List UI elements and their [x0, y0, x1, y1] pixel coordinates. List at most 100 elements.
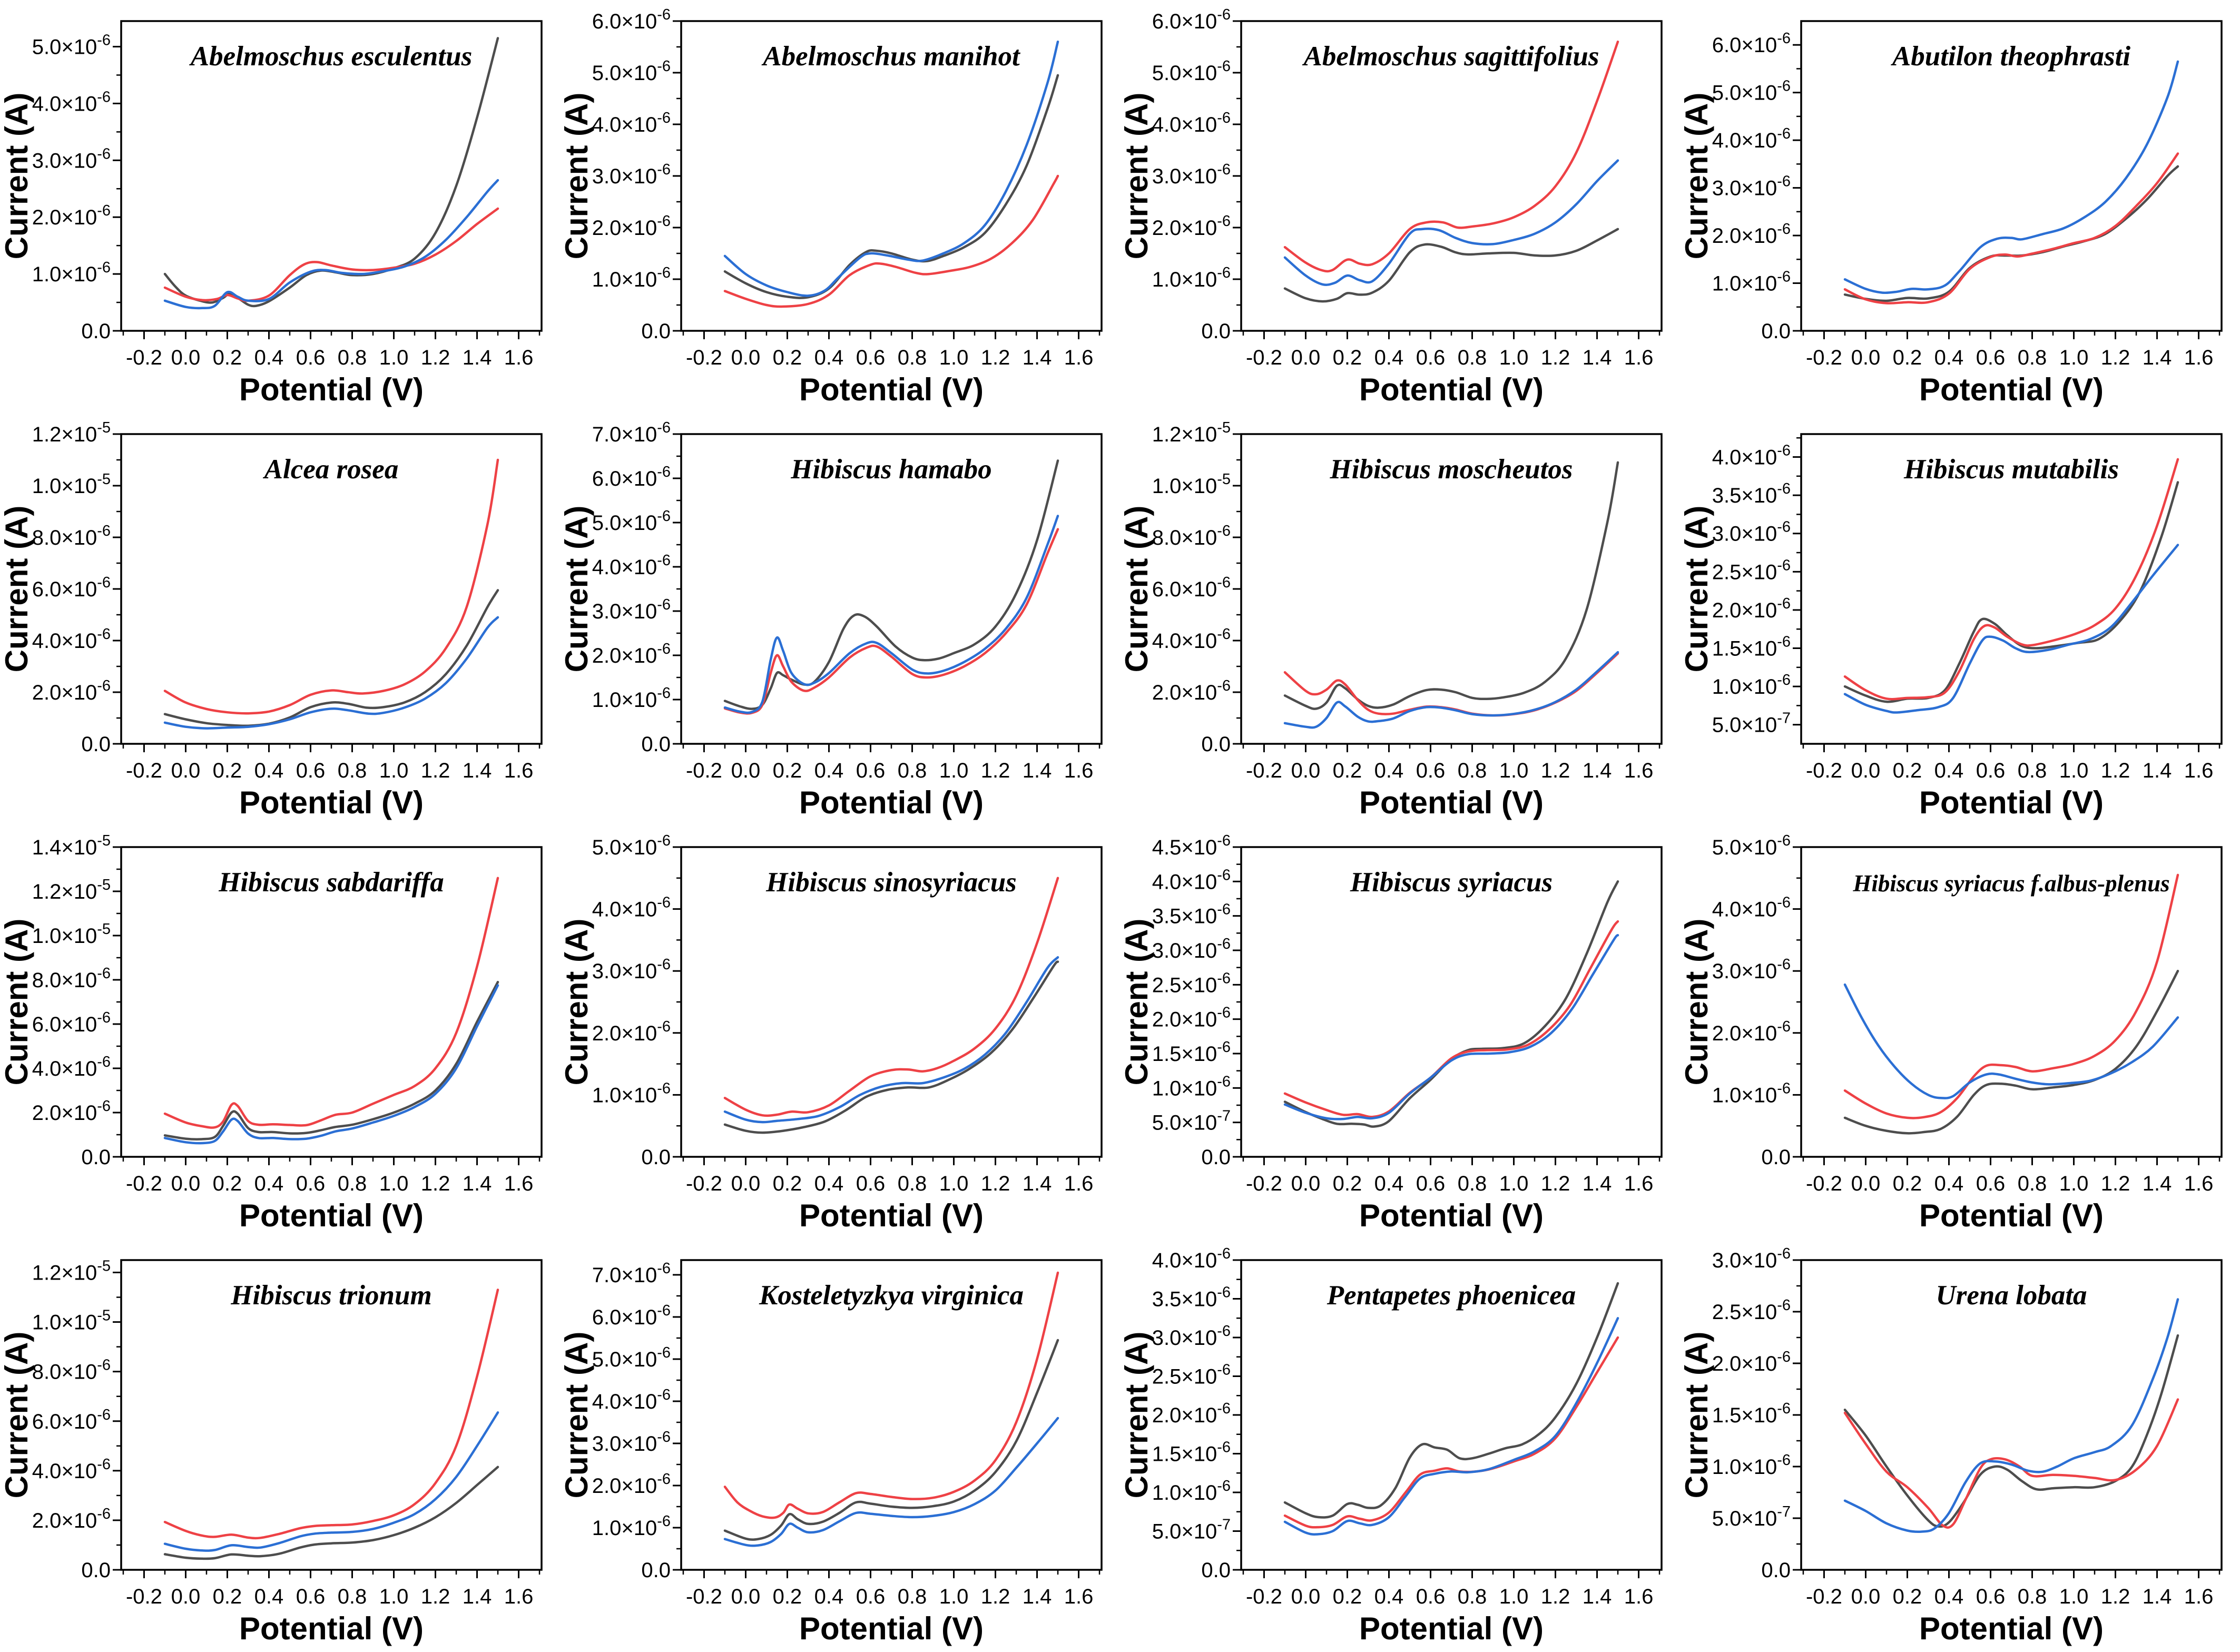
y-tick-label: 5.0×10-6	[592, 832, 671, 859]
series-red-line	[163, 1289, 499, 1540]
series-red-line	[1283, 920, 1619, 1118]
series-red-line	[1283, 1336, 1619, 1529]
x-tick-label: 0.2	[213, 759, 242, 782]
x-tick-label: 1.0	[939, 346, 969, 369]
x-tick-label: 0.8	[2018, 1585, 2047, 1608]
subplot-abelmoschus-sagittifolius: -0.2 0.0 0.2 0.4 0.6 0.8 1.0 1.2 1.4 1.6 0.0 1.0×10…	[1120, 0, 1680, 413]
x-tick-label: 1.4	[463, 1172, 492, 1195]
y-tick-label: 4.0×10-6	[592, 110, 671, 136]
x-tick-label: 0.2	[1893, 1585, 1922, 1608]
x-axis-label: Potential (V)	[799, 372, 984, 407]
y-tick-label: 1.0×10-6	[1152, 1073, 1231, 1100]
subplot-abelmoschus-esculentus: -0.2 0.0 0.2 0.4 0.6 0.8 1.0 1.2 1.4 1.6 0.0 1.0×10…	[0, 0, 560, 413]
chart-hibiscus-mutabilis: -0.2 0.0 0.2 0.4 0.6 0.8 1.0 1.2 1.4 1.6 5.0×10-7 1…	[1680, 433, 2223, 820]
y-tick-label: 4.0×10-6	[592, 1386, 671, 1413]
x-tick-label: 1.2	[981, 759, 1010, 782]
x-tick-label: 1.6	[1624, 759, 1654, 782]
y-tick-label: 3.0×10-6	[1152, 1323, 1231, 1350]
y-axis-label: Current (A)	[1120, 919, 1154, 1086]
x-tick-label: 1.4	[463, 346, 492, 369]
chart-title: Abelmoschus manihot	[761, 41, 1021, 72]
x-tick-label: 0.8	[1458, 346, 1487, 369]
x-tick-label: 1.6	[1624, 1172, 1654, 1195]
series-blue-line	[1843, 60, 2179, 294]
x-tick-label: 0.2	[1333, 346, 1362, 369]
series-blue-line	[163, 984, 499, 1145]
x-tick-label: 0.6	[856, 759, 886, 782]
series-blue-line	[1283, 651, 1619, 729]
x-tick-label: 1.2	[1541, 759, 1570, 782]
series-black-line	[1283, 880, 1619, 1128]
y-tick-label: 3.0×10-6	[1152, 936, 1231, 962]
x-tick-label: 0.4	[1934, 346, 1964, 369]
x-tick-label: 1.2	[1541, 1585, 1570, 1608]
y-tick-label: 1.0×10-6	[1152, 264, 1231, 291]
x-tick-label: -0.2	[1806, 346, 1842, 369]
y-tick-label: 4.0×10-6	[32, 88, 111, 115]
chart-hibiscus-syriacus: -0.2 0.0 0.2 0.4 0.6 0.8 1.0 1.2 1.4 1.6 0.0 5.0×10…	[1120, 832, 1663, 1233]
x-tick-label: -0.2	[126, 759, 162, 782]
chart-urena-lobata: -0.2 0.0 0.2 0.4 0.6 0.8 1.0 1.2 1.4 1.6 0.0 5.0×10…	[1680, 1245, 2223, 1646]
series-blue-line	[163, 1411, 499, 1552]
x-tick-label: 1.6	[2184, 759, 2214, 782]
x-tick-label: 0.2	[773, 759, 802, 782]
x-tick-label: 0.0	[1851, 1585, 1881, 1608]
x-axis-label: Potential (V)	[1919, 372, 2104, 407]
x-tick-label: -0.2	[1806, 1172, 1842, 1195]
y-tick-label: 5.0×10-7	[1152, 1108, 1231, 1135]
y-tick-label: 4.0×10-6	[1712, 125, 1791, 152]
plot-area-hibiscus-syriacus: -0.2 0.0 0.2 0.4 0.6 0.8 1.0 1.2 1.4 1.6 0.0 5.0×10…	[1120, 832, 1663, 1233]
chart-pentapetes-phoenicea: -0.2 0.0 0.2 0.4 0.6 0.8 1.0 1.2 1.4 1.6 0.0 5.0×10…	[1120, 1245, 1663, 1646]
x-tick-label: 0.0	[1291, 1172, 1321, 1195]
x-tick-label: 1.2	[1541, 346, 1570, 369]
series-black-line	[1843, 1334, 2179, 1528]
x-tick-label: 1.0	[1499, 759, 1529, 782]
plot-area-urena-lobata: -0.2 0.0 0.2 0.4 0.6 0.8 1.0 1.2 1.4 1.6 0.0 5.0×10…	[1680, 1245, 2223, 1646]
x-tick-label: -0.2	[1246, 1172, 1282, 1195]
x-tick-label: 1.6	[2184, 1585, 2214, 1608]
y-axis-label: Current (A)	[560, 1332, 594, 1499]
subplot-urena-lobata: -0.2 0.0 0.2 0.4 0.6 0.8 1.0 1.2 1.4 1.6 0.0 5.0×10…	[1680, 1239, 2240, 1652]
x-tick-label: 0.2	[213, 346, 242, 369]
y-tick-label: 6.0×10-6	[1152, 574, 1231, 601]
x-tick-label: 0.2	[213, 1172, 242, 1195]
y-tick-label: 4.0×10-6	[1712, 894, 1791, 921]
x-tick-label: 0.4	[1374, 346, 1404, 369]
chart-title: Pentapetes phoenicea	[1327, 1280, 1576, 1311]
y-tick-label: 8.0×10-6	[32, 1357, 111, 1384]
y-tick-label: 6.0×10-6	[32, 574, 111, 601]
plot-frame	[120, 20, 543, 332]
x-tick-label: 0.8	[338, 759, 367, 782]
x-tick-label: 0.2	[1893, 759, 1922, 782]
x-axis-label: Potential (V)	[799, 785, 984, 820]
y-tick-label: 5.0×10-6	[1712, 78, 1791, 105]
y-tick-label: 0.0	[81, 1146, 111, 1169]
x-tick-label: 0.4	[254, 346, 284, 369]
x-tick-label: 1.0	[379, 1585, 409, 1608]
x-tick-label: 1.4	[463, 759, 492, 782]
x-tick-label: 0.8	[2018, 1172, 2047, 1195]
y-tick-label: 7.0×10-6	[592, 419, 671, 446]
x-tick-label: -0.2	[126, 1585, 162, 1608]
x-tick-label: 1.2	[2101, 759, 2130, 782]
x-tick-label: 0.6	[1416, 1172, 1446, 1195]
y-tick-label: 7.0×10-6	[592, 1260, 671, 1287]
x-tick-label: 1.0	[939, 1172, 969, 1195]
y-tick-label: 4.0×10-6	[1152, 867, 1231, 893]
plot-area-abutilon-theophrasti: -0.2 0.0 0.2 0.4 0.6 0.8 1.0 1.2 1.4 1.6 0.0 1.0×10…	[1680, 20, 2223, 407]
plot-area-abelmoschus-manihot: -0.2 0.0 0.2 0.4 0.6 0.8 1.0 1.2 1.4 1.6 0.0 1.0×10…	[560, 6, 1103, 407]
y-tick-label: 2.0×10-6	[592, 1471, 671, 1498]
y-tick-label: 4.0×10-6	[1152, 1245, 1231, 1272]
x-tick-label: 1.4	[1583, 346, 1612, 369]
x-tick-label: 0.6	[296, 1585, 326, 1608]
x-tick-label: 1.4	[1583, 759, 1612, 782]
x-axis-label: Potential (V)	[1359, 1611, 1544, 1646]
series-blue-line	[1843, 544, 2179, 714]
y-tick-label: 1.2×10-5	[32, 877, 111, 903]
x-axis-label: Potential (V)	[1359, 372, 1544, 407]
y-tick-label: 5.0×10-6	[592, 1344, 671, 1371]
y-tick-label: 8.0×10-6	[32, 523, 111, 549]
y-tick-label: 6.0×10-6	[32, 1009, 111, 1036]
x-tick-label: -0.2	[686, 346, 722, 369]
y-tick-label: 3.0×10-6	[592, 956, 671, 983]
